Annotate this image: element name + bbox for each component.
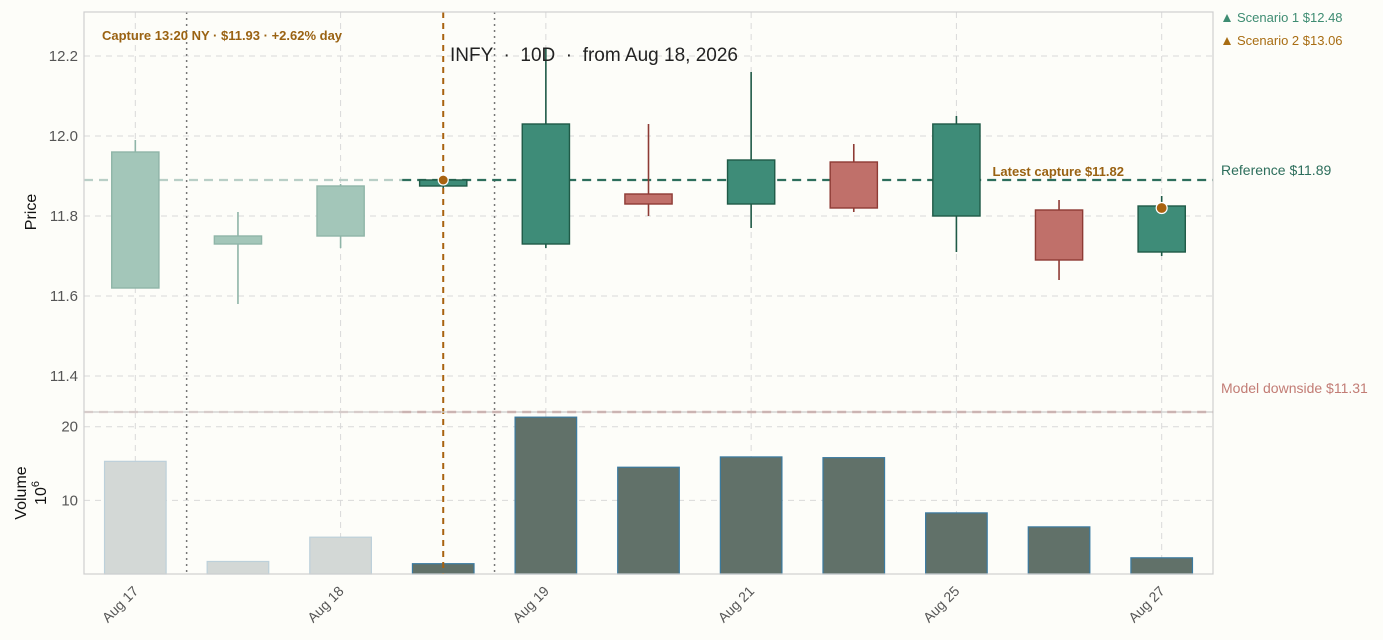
x-tick-label: Aug 21 [715, 583, 758, 626]
volume-tick-label: 10 [61, 492, 78, 509]
x-tick-label: Aug 17 [99, 583, 142, 626]
reference-line-label: Reference $11.89 [1221, 162, 1331, 178]
legend: Scenario 1 $12.48 Scenario 2 $13.06 [1223, 10, 1343, 48]
volume-layer [103, 416, 1194, 575]
candle-body [316, 185, 365, 237]
candle-body [829, 161, 879, 209]
scenario-2-triangle-icon [1223, 37, 1231, 45]
downside-line-label: Model downside $11.31 [1221, 380, 1368, 396]
chart-title: INFY · 10D · from Aug 18, 2026 [450, 45, 738, 66]
price-tick-label: 12.2 [49, 48, 78, 65]
x-tick-label: Aug 19 [509, 583, 552, 626]
capture-annotation: Capture 13:20 NY · $11.93 · +2.62% day [102, 28, 343, 43]
volume-bar [309, 536, 372, 575]
legend-item-scenario-1: Scenario 1 $12.48 [1223, 10, 1343, 25]
volume-bar [1027, 526, 1091, 575]
legend-item-scenario-2: Scenario 2 $13.06 [1223, 33, 1343, 48]
markers-layer [437, 174, 1168, 215]
x-tick-label: Aug 18 [304, 583, 347, 626]
scenario-1-label: Scenario 1 $12.48 [1237, 10, 1343, 25]
scenario-2-label: Scenario 2 $13.06 [1237, 33, 1343, 48]
candles-layer [111, 48, 1186, 304]
price-tick-label: 11.4 [50, 368, 78, 385]
volume-bar [617, 466, 680, 575]
scenario-1-triangle-icon [1223, 14, 1231, 22]
candle-body [726, 159, 776, 205]
volume-bar [822, 457, 886, 575]
latest-capture-marker [1155, 201, 1168, 215]
volume-bar [719, 456, 783, 575]
capture-marker [437, 174, 449, 186]
volume-bar [514, 416, 578, 575]
x-tick-label: Aug 27 [1125, 583, 1168, 626]
price-tick-label: 11.6 [50, 288, 78, 305]
latest-capture-label: Latest capture $11.82 [992, 164, 1124, 179]
price-axis-title: Price [23, 194, 40, 231]
volume-axis-title: Volume [13, 466, 30, 519]
volume-bar [206, 560, 270, 575]
volume-panel-frame [83, 411, 1214, 575]
x-tick-label: Aug 25 [920, 583, 963, 626]
candle-body [111, 151, 160, 289]
candle-body [1034, 209, 1084, 261]
candle-body [213, 235, 263, 245]
volume-tick-label: 20 [61, 419, 78, 436]
price-tick-label: 12.0 [49, 128, 78, 145]
volume-axis-exponent: 106 [30, 481, 50, 505]
volume-bar [1130, 557, 1194, 575]
volume-bar [925, 512, 988, 575]
candle-body [624, 193, 673, 205]
volume-bar [103, 460, 167, 575]
candle-body [932, 123, 981, 217]
price-tick-label: 11.8 [50, 208, 78, 225]
axis-layer: 11.4 11.6 11.8 12.0 12.2 10 20 Aug 17 Aug 18 Aug … [49, 48, 1168, 625]
candle-body [521, 123, 571, 245]
